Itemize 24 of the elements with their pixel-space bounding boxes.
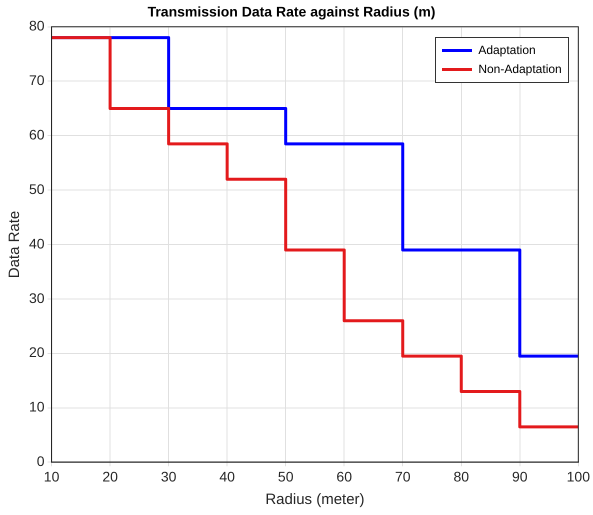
legend-label: Non-Adaptation: [478, 62, 562, 76]
x-tick-label: 10: [44, 468, 60, 484]
y-tick-label: 40: [28, 235, 45, 252]
legend-label: Adaptation: [478, 43, 536, 58]
y-tick-label: 70: [28, 72, 45, 88]
y-tick-label: 0: [36, 453, 45, 470]
x-tick-label: 70: [394, 468, 411, 484]
y-tick-label: 80: [28, 18, 45, 34]
x-tick-label: 60: [336, 468, 352, 484]
y-tick-label: 20: [28, 344, 45, 360]
chart-title: Transmission Data Rate against Radius (m): [148, 3, 436, 20]
x-tick-label: 50: [278, 468, 294, 484]
y-axis-title: Data Rate: [6, 210, 24, 278]
x-tick-label: 80: [453, 468, 470, 484]
x-tick-label: 40: [219, 468, 236, 484]
x-tick-label: 20: [102, 468, 118, 484]
y-tick-label: 50: [28, 180, 45, 197]
y-tick-label: 10: [28, 398, 45, 415]
y-tick-label: 60: [28, 126, 45, 143]
y-tick-label: 30: [28, 290, 45, 306]
x-axis-title: Radius (meter): [265, 491, 365, 508]
x-tick-label: 90: [512, 468, 528, 484]
x-tick-label: 100: [566, 468, 590, 484]
x-tick-label: 30: [160, 468, 177, 484]
